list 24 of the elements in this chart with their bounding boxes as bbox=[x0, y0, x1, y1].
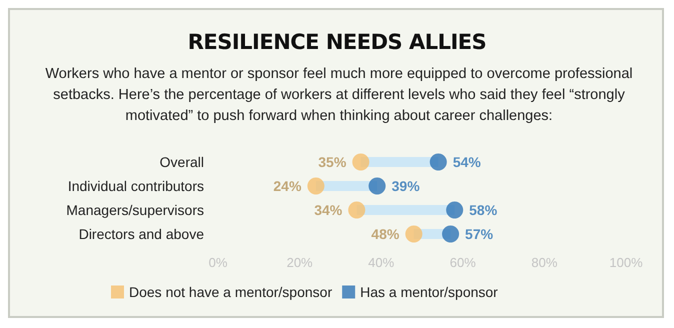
legend-label: Has a mentor/sponsor bbox=[360, 284, 498, 300]
point bbox=[405, 226, 422, 242]
point bbox=[430, 154, 447, 170]
point bbox=[368, 178, 386, 194]
y-tick-label: Managers/supervisors bbox=[66, 202, 204, 218]
data-label: 24% bbox=[273, 178, 302, 194]
legend-label: Does not have a mentor/sponsor bbox=[129, 284, 332, 300]
y-tick-label: Directors and above bbox=[78, 226, 204, 242]
point bbox=[348, 202, 366, 218]
data-label: 39% bbox=[392, 178, 420, 194]
data-label: 54% bbox=[452, 154, 482, 170]
point bbox=[446, 202, 464, 218]
data-label: 57% bbox=[465, 226, 494, 242]
data-label: 48% bbox=[371, 226, 400, 242]
data-label: 58% bbox=[469, 202, 498, 218]
data-label: 35% bbox=[318, 154, 347, 170]
point bbox=[352, 154, 370, 170]
data-label: 34% bbox=[314, 202, 343, 218]
point bbox=[307, 178, 324, 194]
chart-title: RESILIENCE NEEDS ALLIES bbox=[186, 30, 488, 54]
y-tick-label: Overall bbox=[160, 154, 204, 170]
point bbox=[442, 226, 460, 242]
chart-subtitle: Workers who have a mentor or sponsor feel much more equipped to overcome professional setbacks. Here’s the percentage of workers at different levels who said they feel “strongly motivated” to push forward when thinking about career challenges: bbox=[44, 65, 634, 126]
y-tick-label: Individual contributors bbox=[68, 178, 204, 194]
